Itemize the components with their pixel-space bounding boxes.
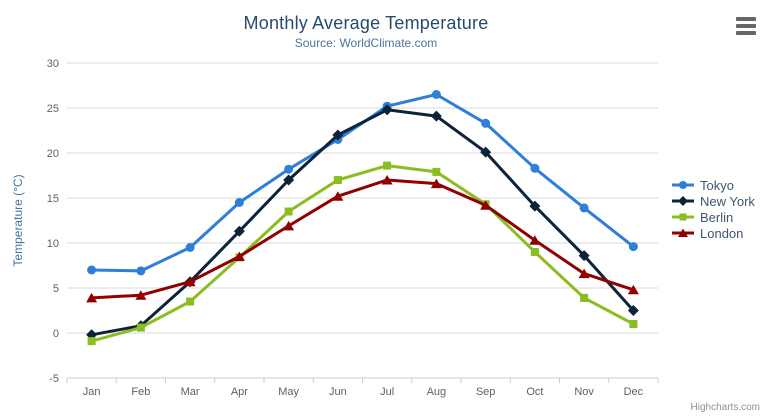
- point-tokyo-feb[interactable]: [136, 266, 146, 276]
- point-london-apr[interactable]: [233, 251, 245, 262]
- point-london-mar[interactable]: [184, 276, 196, 287]
- point-berlin-jun[interactable]: [333, 176, 342, 184]
- point-berlin-nov[interactable]: [580, 293, 589, 302]
- point-tokyo-may[interactable]: [284, 164, 294, 174]
- point-london-feb[interactable]: [135, 290, 147, 300]
- x-axis-tick-label: Oct: [526, 386, 543, 398]
- point-new-york-oct[interactable]: [529, 200, 541, 212]
- point-tokyo-aug[interactable]: [431, 90, 441, 99]
- point-berlin-aug[interactable]: [432, 167, 441, 176]
- point-london-dec[interactable]: [627, 284, 639, 295]
- point-london-jun[interactable]: [332, 191, 344, 201]
- series-line-new-york: [90, 108, 635, 337]
- hamburger-icon: [736, 31, 756, 35]
- point-london-sep[interactable]: [480, 200, 492, 210]
- point-berlin-mar[interactable]: [186, 297, 195, 306]
- x-axis-tick-label: Jan: [83, 386, 101, 398]
- hamburger-icon: [736, 24, 756, 28]
- point-london-nov[interactable]: [578, 268, 590, 279]
- series-line-london: [90, 178, 635, 300]
- point-new-york-sep[interactable]: [480, 146, 492, 158]
- x-axis-tick-label: Aug: [427, 386, 447, 398]
- point-london-jan[interactable]: [86, 292, 98, 303]
- point-tokyo-apr[interactable]: [234, 198, 244, 207]
- y-axis-tick-label: 15: [47, 193, 59, 205]
- export-menu-button[interactable]: [736, 17, 756, 38]
- point-tokyo-oct[interactable]: [530, 163, 540, 173]
- legend-label: New York: [700, 193, 755, 209]
- y-axis-tick-label: 30: [47, 58, 59, 70]
- point-tokyo-dec[interactable]: [628, 242, 638, 252]
- legend-square-icon: [672, 213, 694, 221]
- point-tokyo-nov[interactable]: [579, 203, 589, 213]
- point-tokyo-sep[interactable]: [481, 118, 491, 128]
- point-london-aug[interactable]: [430, 178, 442, 189]
- point-berlin-oct[interactable]: [530, 248, 539, 256]
- legend-label: Berlin: [700, 209, 734, 225]
- point-new-york-apr[interactable]: [233, 225, 245, 237]
- y-axis-title: Temperature (°C): [11, 174, 25, 266]
- legend-item-new-york[interactable]: New York: [672, 193, 755, 209]
- point-berlin-dec[interactable]: [629, 320, 638, 328]
- legend-marker-shape: [679, 213, 687, 221]
- point-berlin-may[interactable]: [284, 207, 293, 216]
- chart-title: Monthly Average Temperature: [243, 13, 489, 33]
- point-new-york-dec[interactable]: [627, 305, 639, 316]
- legend-item-london[interactable]: London: [672, 225, 755, 241]
- point-berlin-feb[interactable]: [136, 323, 145, 332]
- y-axis-tick-label: 25: [47, 103, 59, 115]
- legend-circle-icon: [672, 181, 694, 189]
- x-axis-tick-label: Apr: [231, 386, 248, 398]
- point-new-york-may[interactable]: [283, 174, 295, 186]
- y-axis-tick-label: 5: [53, 283, 59, 295]
- point-london-may[interactable]: [283, 220, 295, 231]
- point-berlin-jul[interactable]: [383, 161, 392, 170]
- legend-marker-shape: [679, 181, 687, 189]
- hamburger-icon: [736, 17, 756, 21]
- legend-diamond-icon: [672, 196, 694, 206]
- x-axis-tick-label: Nov: [574, 386, 594, 398]
- legend-item-tokyo[interactable]: Tokyo: [672, 177, 755, 193]
- series-line-berlin: [90, 164, 635, 343]
- x-axis-tick-label: Mar: [181, 386, 200, 398]
- legend: Tokyo New York Berlin London: [672, 177, 755, 241]
- chart-subtitle: Source: WorldClimate.com: [294, 36, 438, 50]
- point-new-york-aug[interactable]: [430, 110, 442, 122]
- x-axis-tick-label: May: [278, 386, 299, 398]
- point-new-york-jun[interactable]: [332, 129, 344, 141]
- x-axis-tick-label: Jul: [380, 386, 394, 398]
- point-london-jul[interactable]: [381, 175, 393, 185]
- legend-triangle-icon: [672, 228, 694, 237]
- y-axis-tick-label: 20: [47, 148, 59, 160]
- legend-label: London: [700, 225, 744, 241]
- point-new-york-nov[interactable]: [578, 250, 590, 262]
- x-axis-tick-label: Jun: [329, 386, 347, 398]
- legend-marker-shape: [678, 196, 688, 206]
- point-berlin-jan[interactable]: [87, 337, 96, 346]
- x-axis-tick-label: Sep: [476, 386, 496, 398]
- point-london-oct[interactable]: [529, 235, 541, 245]
- x-axis-tick-label: Feb: [131, 386, 150, 398]
- y-axis-tick-label: 10: [47, 238, 59, 250]
- legend-label: Tokyo: [700, 177, 734, 193]
- legend-marker-shape: [678, 228, 688, 237]
- point-tokyo-mar[interactable]: [185, 243, 195, 252]
- x-axis-tick-label: Dec: [624, 386, 644, 398]
- y-axis-tick-label: 0: [53, 328, 59, 340]
- legend-item-berlin[interactable]: Berlin: [672, 209, 755, 225]
- y-axis-tick-label: -5: [49, 373, 59, 385]
- point-new-york-jul[interactable]: [381, 104, 393, 116]
- credits-link[interactable]: Highcharts.com: [690, 402, 760, 413]
- point-tokyo-jan[interactable]: [87, 265, 97, 275]
